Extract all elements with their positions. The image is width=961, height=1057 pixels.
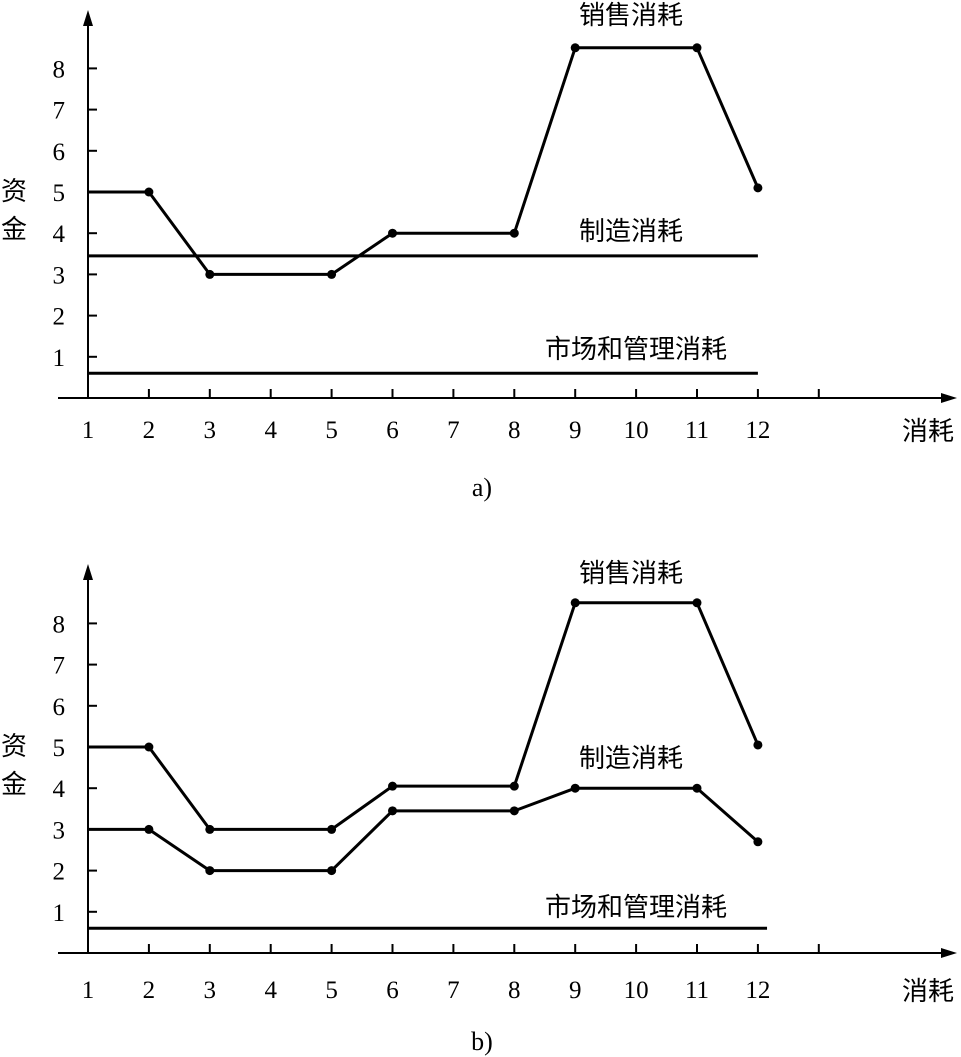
x-axis-arrow — [941, 393, 957, 403]
x-tick-label: 6 — [386, 417, 399, 444]
y-tick-label: 6 — [53, 139, 66, 166]
x-tick-label: 5 — [325, 977, 338, 1004]
data-point — [570, 43, 580, 53]
y-tick-label: 4 — [53, 221, 66, 248]
x-tick-label: 1 — [82, 417, 95, 444]
x-tick-label: 10 — [624, 977, 649, 1004]
series-label-1: 销售消耗 — [579, 1, 683, 31]
data-point — [205, 824, 215, 834]
x-tick-label: 11 — [685, 417, 709, 444]
y-tick-label: 1 — [53, 900, 66, 927]
data-point — [327, 866, 337, 876]
data-point — [692, 43, 702, 53]
x-axis-title: 消耗 — [902, 977, 954, 1007]
y-axis-title: 金 — [1, 770, 27, 800]
y-axis-title: 金 — [1, 215, 27, 245]
x-tick-label: 5 — [325, 417, 338, 444]
series-label-2: 制造消耗 — [579, 744, 683, 774]
y-axis-arrow — [83, 564, 93, 580]
x-tick-label: 10 — [624, 417, 649, 444]
x-tick-label: 8 — [508, 417, 521, 444]
y-tick-label: 3 — [53, 817, 66, 844]
y-tick-label: 7 — [53, 653, 66, 680]
x-tick-label: 7 — [447, 417, 460, 444]
y-tick-label: 2 — [53, 859, 66, 886]
data-point — [692, 783, 702, 793]
data-point — [388, 228, 397, 238]
y-tick-label: 5 — [53, 180, 66, 207]
x-axis-arrow — [941, 948, 957, 958]
y-axis-title: 资 — [1, 732, 27, 762]
x-tick-label: 2 — [143, 417, 156, 444]
data-point — [509, 228, 519, 238]
y-tick-label: 1 — [53, 345, 66, 372]
data-point — [509, 781, 519, 791]
x-tick-label: 4 — [264, 977, 277, 1004]
data-point — [570, 598, 580, 608]
series-label-3: 市场和管理消耗 — [545, 335, 727, 365]
x-tick-label: 12 — [745, 417, 770, 444]
data-point — [388, 781, 397, 791]
x-axis-title: 消耗 — [902, 417, 954, 447]
y-tick-label: 5 — [53, 735, 66, 762]
panel-label: a) — [472, 473, 492, 502]
data-point — [327, 269, 337, 279]
panel-label: b) — [471, 1027, 493, 1056]
y-tick-label: 3 — [53, 262, 66, 289]
data-point — [144, 742, 154, 752]
data-point — [388, 806, 397, 816]
x-tick-label: 8 — [508, 977, 521, 1004]
data-point — [327, 824, 337, 834]
x-tick-label: 9 — [569, 417, 582, 444]
y-axis-title: 资 — [1, 177, 27, 207]
x-tick-label: 3 — [204, 977, 217, 1004]
data-point — [205, 866, 215, 876]
y-tick-label: 7 — [53, 98, 66, 125]
data-point — [753, 183, 763, 193]
data-point — [205, 269, 215, 279]
data-point — [144, 187, 154, 197]
data-point — [753, 837, 763, 847]
x-tick-label: 1 — [82, 977, 95, 1004]
y-tick-label: 8 — [53, 611, 66, 638]
y-tick-label: 4 — [53, 776, 66, 803]
series-label-3: 市场和管理消耗 — [545, 893, 727, 923]
y-tick-label: 6 — [53, 694, 66, 721]
series-label-2: 制造消耗 — [579, 217, 683, 247]
y-tick-label: 2 — [53, 304, 66, 331]
data-point — [753, 740, 763, 750]
data-point — [509, 806, 519, 816]
x-tick-label: 12 — [745, 977, 770, 1004]
x-tick-label: 3 — [204, 417, 217, 444]
x-tick-label: 11 — [685, 977, 709, 1004]
x-tick-label: 9 — [569, 977, 582, 1004]
series-label-1: 销售消耗 — [579, 559, 683, 589]
x-tick-label: 4 — [264, 417, 277, 444]
x-tick-label: 7 — [447, 977, 460, 1004]
y-axis-arrow — [83, 10, 93, 26]
data-point — [144, 824, 154, 834]
data-point — [692, 598, 702, 608]
x-tick-label: 6 — [386, 977, 399, 1004]
y-tick-label: 8 — [53, 56, 66, 83]
x-tick-label: 2 — [143, 977, 156, 1004]
series-line-1 — [88, 601, 760, 831]
data-point — [570, 783, 580, 793]
